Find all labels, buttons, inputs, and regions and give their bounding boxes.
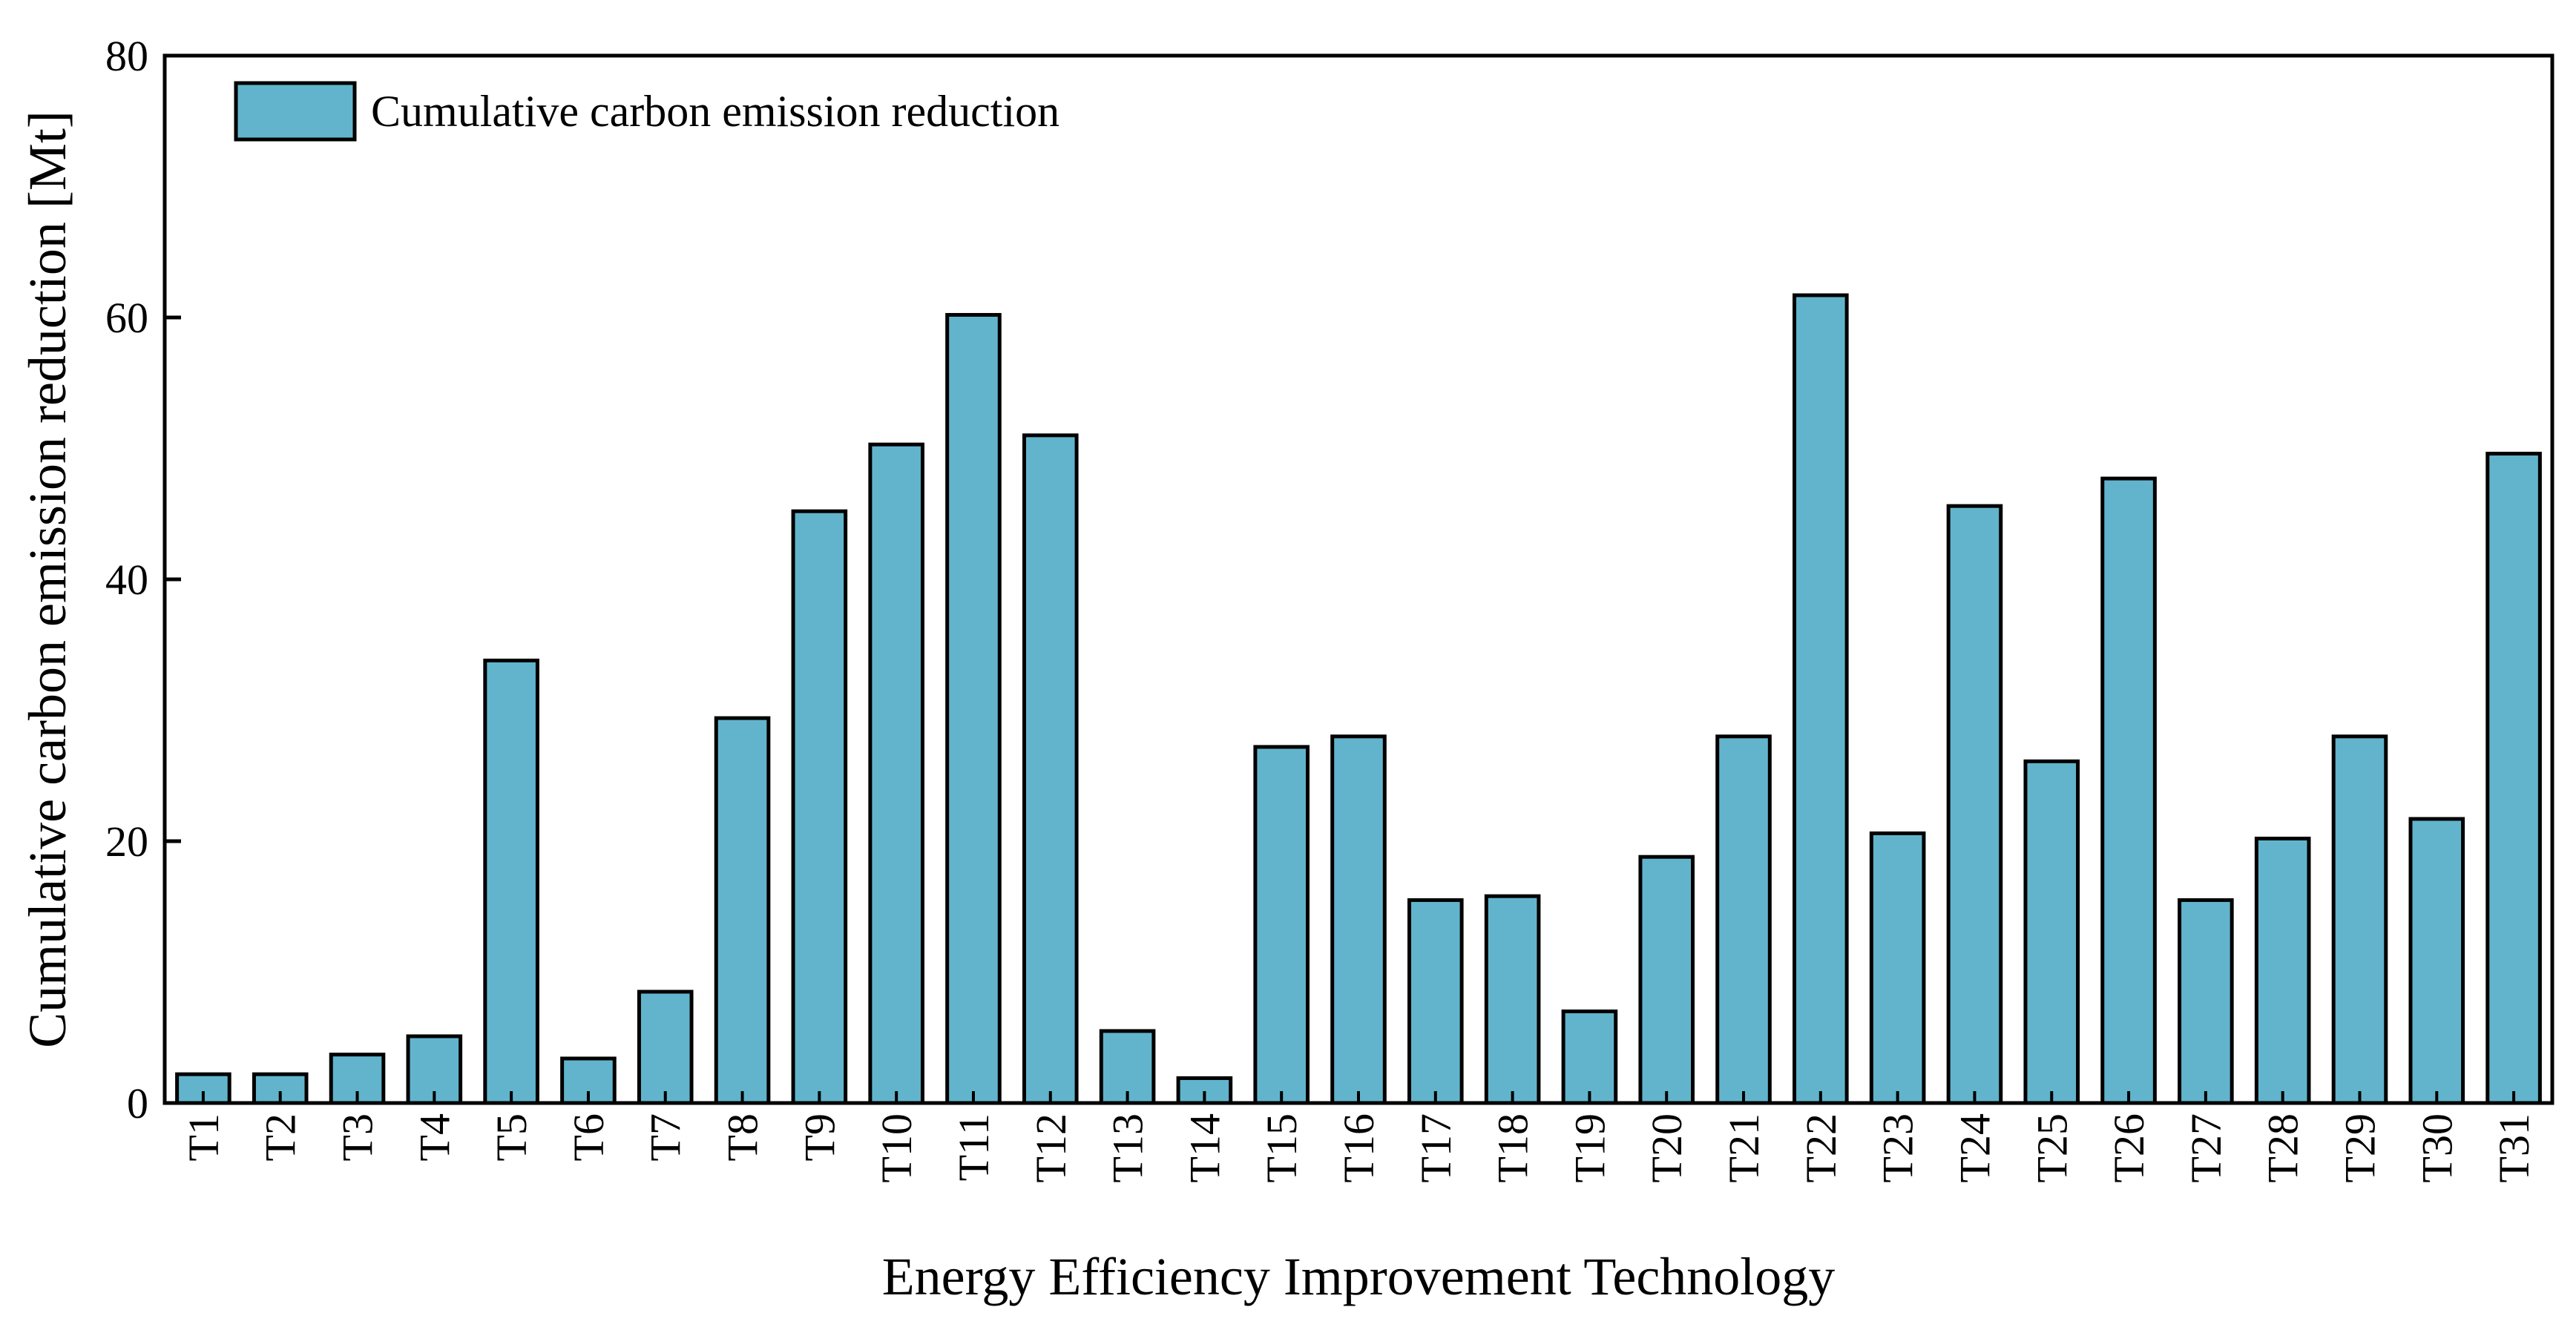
bars-layer	[175, 293, 2542, 1105]
legend-label: Cumulative carbon emission reduction	[371, 87, 1059, 136]
x-tick-label: T8	[719, 1113, 767, 1161]
x-tick-label: T21	[1720, 1113, 1768, 1182]
x-tick-label: T18	[1489, 1113, 1537, 1182]
bar-T10	[868, 442, 924, 1105]
bar-T12	[1022, 433, 1079, 1105]
y-axis: 0 20 40 60 80	[105, 32, 181, 1127]
bar-T8	[714, 716, 771, 1105]
bar-T11	[945, 312, 1002, 1105]
x-tick-label: T7	[642, 1113, 690, 1161]
x-tick-label: T29	[2336, 1113, 2384, 1182]
y-axis-title: Cumulative carbon emission reduction [Mt…	[18, 111, 77, 1048]
legend-swatch	[234, 81, 357, 142]
bar-T29	[2331, 734, 2388, 1105]
bar-T27	[2178, 898, 2234, 1105]
x-tick-label: T12	[1027, 1113, 1075, 1182]
bar-T15	[1253, 745, 1310, 1105]
x-tick-label: T19	[1565, 1113, 1614, 1182]
bar-T17	[1407, 898, 1464, 1105]
x-tick-label: T11	[950, 1113, 998, 1181]
y-tick-label: 20	[105, 817, 148, 866]
x-tick-label: T27	[2182, 1113, 2230, 1182]
x-tick-label: T3	[334, 1113, 382, 1161]
x-tick-label: T26	[2105, 1113, 2153, 1182]
legend: Cumulative carbon emission reduction	[234, 81, 1059, 142]
bar-T24	[1946, 504, 2003, 1105]
y-tick-label: 40	[105, 556, 148, 604]
x-tick-label: T1	[180, 1113, 228, 1161]
bar-T13	[1099, 1029, 1156, 1105]
x-tick-label: T10	[873, 1113, 921, 1182]
x-tick-label: T23	[1874, 1113, 1922, 1182]
x-tick-label: T25	[2028, 1113, 2076, 1182]
x-tick-label: T9	[795, 1113, 844, 1161]
bar-T19	[1561, 1009, 1618, 1105]
x-tick-label: T30	[2413, 1113, 2461, 1182]
bar-T18	[1484, 894, 1541, 1105]
bar-T28	[2254, 836, 2311, 1105]
y-tick-label: 0	[127, 1079, 148, 1127]
bar-T23	[1869, 831, 1926, 1105]
x-tick-label: T22	[1797, 1113, 1845, 1182]
bar-T5	[483, 658, 539, 1105]
x-tick-label: T4	[410, 1113, 459, 1161]
bar-T20	[1638, 855, 1695, 1105]
x-tick-label: T16	[1335, 1113, 1383, 1182]
bar-T25	[2023, 759, 2080, 1105]
y-tick-label: 60	[105, 294, 148, 342]
bar-T16	[1330, 734, 1387, 1105]
bar-T7	[637, 990, 694, 1105]
x-tick-label: T2	[257, 1113, 305, 1161]
x-tick-label: T5	[487, 1113, 536, 1161]
x-tick-label: T31	[2490, 1113, 2538, 1182]
x-tick-label: T24	[1951, 1113, 1999, 1182]
bar-T26	[2100, 476, 2157, 1105]
y-tick-label: 80	[105, 32, 148, 80]
bar-T9	[791, 509, 848, 1105]
x-tick-label: T20	[1643, 1113, 1691, 1182]
x-tick-label: T15	[1258, 1113, 1306, 1182]
x-tick-label: T28	[2259, 1113, 2307, 1182]
bar-T31	[2485, 452, 2542, 1105]
bar-T22	[1793, 293, 1849, 1105]
x-axis: T1 T2 T3 T4 T5 T6 T7 T8 T9 T10 T11 T12 T13 T14 T15 T16 T…	[180, 1091, 2538, 1182]
x-axis-title: Energy Efficiency Improvement Technology	[882, 1247, 1836, 1306]
bar-T21	[1715, 734, 1772, 1105]
x-tick-label: T6	[565, 1113, 613, 1161]
x-tick-label: T14	[1180, 1113, 1229, 1182]
x-tick-label: T17	[1412, 1113, 1460, 1182]
bar-T30	[2408, 817, 2465, 1105]
x-tick-label: T13	[1104, 1113, 1152, 1182]
